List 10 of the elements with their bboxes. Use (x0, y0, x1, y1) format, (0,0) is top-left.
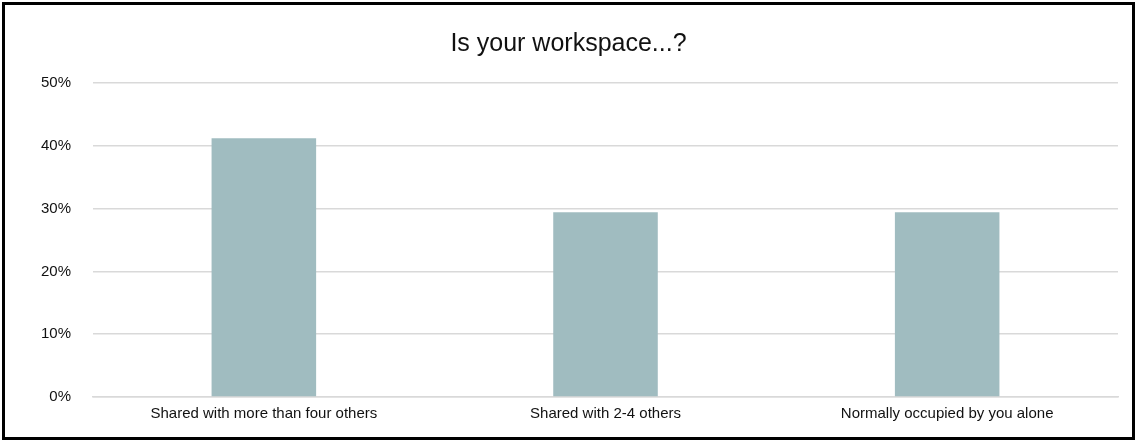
y-tick-label: 40% (40, 135, 72, 153)
y-tick-label: 0% (49, 387, 72, 405)
x-tick-label: Shared with more than four others (150, 404, 378, 422)
y-tick-label: 20% (40, 261, 72, 279)
y-tick-label: 10% (40, 324, 72, 342)
y-tick-label: 30% (40, 198, 72, 216)
x-tick-label: Normally occupied by you alone (840, 404, 1054, 422)
y-tick-label: 50% (40, 73, 72, 91)
x-tick-label: Shared with 2-4 others (530, 404, 681, 422)
chart-title: Is your workspace...? (450, 27, 687, 56)
